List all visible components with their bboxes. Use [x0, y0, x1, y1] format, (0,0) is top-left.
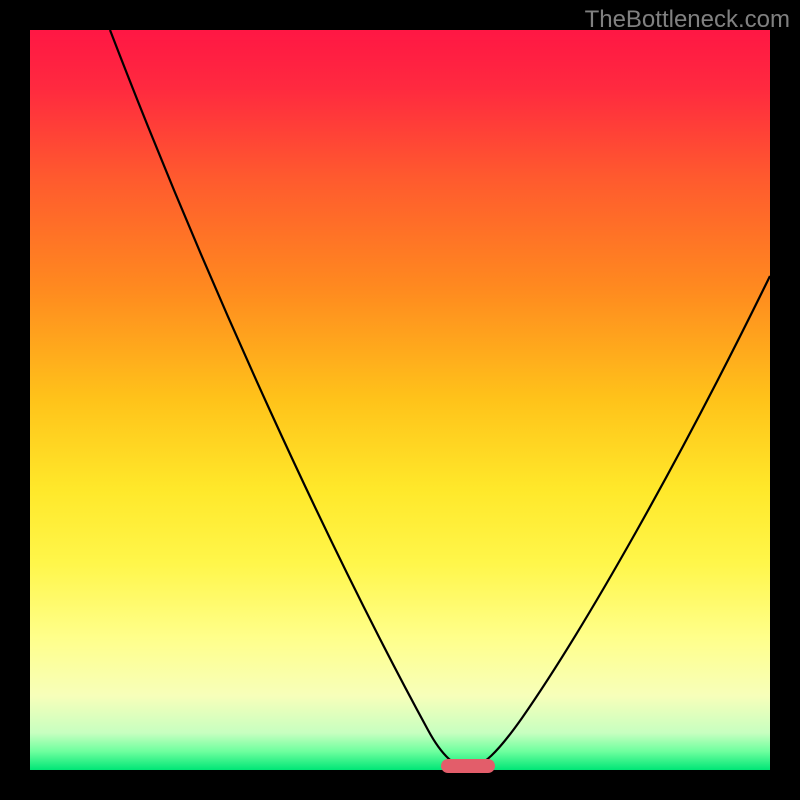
background-gradient: [30, 30, 770, 770]
plot-area: [30, 30, 770, 770]
chart-container: TheBottleneck.com: [0, 0, 800, 800]
watermark-label: TheBottleneck.com: [585, 6, 790, 34]
optimal-range-marker: [441, 759, 495, 773]
